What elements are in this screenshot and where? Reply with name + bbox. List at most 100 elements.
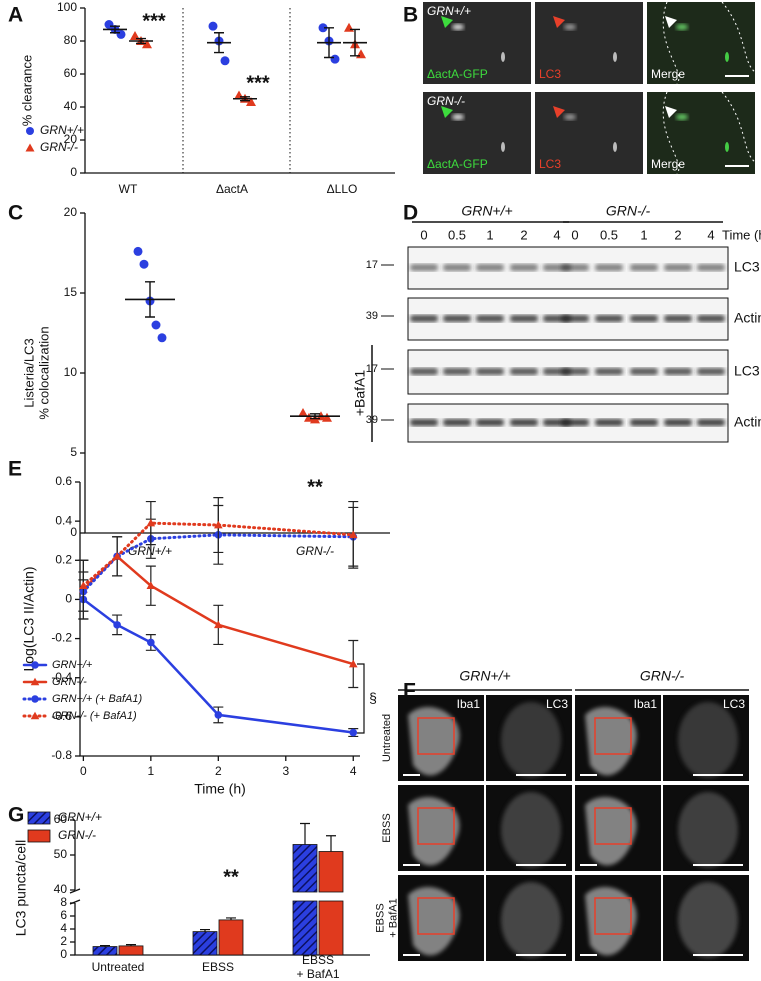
time-label: 0 [571, 227, 578, 242]
time-axis-label: Time (h) [722, 227, 761, 242]
condition-label: EBSS [381, 813, 393, 842]
cell-signal [676, 24, 688, 30]
marker-circle [214, 711, 223, 719]
micrograph [647, 2, 755, 84]
band [476, 368, 504, 375]
marker-triangle [348, 659, 358, 668]
marker-circle [31, 695, 39, 703]
band [697, 264, 725, 271]
mw-marker: 17 [366, 259, 378, 271]
x-tick-label: 3 [282, 764, 289, 778]
cell-signal [678, 792, 738, 868]
bar [118, 945, 144, 956]
error-bar [326, 835, 336, 852]
arrowhead [441, 16, 453, 28]
legend-swatch [27, 811, 51, 825]
legend-swatch [27, 829, 51, 843]
x-tick-label: Untreated [92, 960, 145, 974]
time-label: 4 [707, 227, 714, 242]
sem-bar [324, 27, 334, 59]
y-tick-label: -0.4 [51, 670, 72, 684]
marker-circle [133, 246, 143, 256]
band [443, 315, 471, 322]
y-tick-label: 0 [70, 165, 77, 179]
cell-signal [501, 882, 561, 958]
panel-label: D [403, 202, 418, 225]
band [697, 368, 725, 375]
cell-outline [662, 91, 756, 175]
band [664, 264, 692, 271]
channel-label: ΔactA-GFP [427, 67, 488, 81]
marker-triangle [130, 31, 140, 41]
annotation: *** [142, 10, 166, 32]
cell-signal [452, 24, 464, 30]
y-tick-label: 80 [64, 33, 78, 47]
marker-triangle [298, 408, 308, 417]
marker-circle [147, 638, 155, 647]
y-tick-label: 0.4 [55, 513, 72, 527]
bar-upper [318, 851, 344, 893]
band [476, 315, 504, 322]
marker-triangle [322, 412, 332, 422]
channel-label: LC3 [539, 157, 561, 171]
sem-bar [145, 281, 155, 318]
y-tick-label: 2 [60, 934, 67, 948]
annotation: ** [223, 866, 239, 888]
error-bar [126, 944, 136, 946]
band [476, 264, 504, 271]
group-label: GRN+/+ [459, 668, 510, 684]
band [630, 315, 658, 322]
y-tick-label: -0.6 [51, 709, 72, 723]
bar-lower [318, 900, 344, 956]
y-tick-label: 5 [70, 445, 77, 459]
y-axis-label: % clearance [19, 55, 34, 127]
time-label: 1 [486, 227, 493, 242]
band [561, 315, 589, 322]
band [476, 419, 504, 426]
micrograph [535, 2, 643, 84]
panel-label: E [8, 458, 22, 481]
group-label: GRN+/+ [461, 203, 512, 219]
marker-triangle [214, 520, 223, 529]
error-bar [200, 929, 210, 932]
band [561, 368, 589, 375]
y-tick-label: 0 [65, 592, 72, 606]
axes [84, 213, 390, 534]
band [410, 315, 438, 322]
band [595, 368, 623, 375]
x-tick-label: GRN+/+ [128, 544, 172, 558]
annotation: ** [307, 476, 323, 498]
band-label: LC3 II [734, 363, 761, 379]
time-label: 4 [553, 227, 560, 242]
cell-signal [501, 142, 505, 152]
y-tick-label: 10 [64, 365, 78, 379]
micrograph [647, 92, 755, 174]
time-label: 2 [520, 227, 527, 242]
time-label: 0.5 [448, 227, 466, 242]
channel-label: Merge [651, 157, 685, 171]
cell-signal [452, 114, 464, 120]
sem-bar [350, 28, 360, 57]
x-tick-label: WT [119, 182, 138, 196]
cell-signal [501, 52, 505, 62]
y-tick-label: 15 [64, 285, 78, 299]
marker-circle [116, 29, 126, 39]
y-tick-label: 60 [64, 66, 78, 80]
cell-outline [662, 1, 756, 85]
arrowhead [553, 106, 565, 118]
channel-label: LC3 [723, 697, 745, 711]
legend-label: GRN+/+ (+ BafA1) [52, 693, 143, 705]
band [510, 315, 538, 322]
legend-label: GRN+/+ [58, 810, 102, 824]
arrowhead [553, 16, 565, 28]
error-bar [100, 944, 110, 947]
band [595, 419, 623, 426]
y-tick-label: -0.2 [51, 631, 72, 645]
y-axis-label: LC3 puncta/cell [13, 840, 29, 937]
band [664, 419, 692, 426]
cell-signal [408, 796, 460, 866]
y-axis-label: Listeria/LC3% colocalization [22, 326, 52, 419]
bar-upper [292, 844, 318, 893]
time-label: 0 [420, 227, 427, 242]
micrograph [423, 2, 531, 84]
